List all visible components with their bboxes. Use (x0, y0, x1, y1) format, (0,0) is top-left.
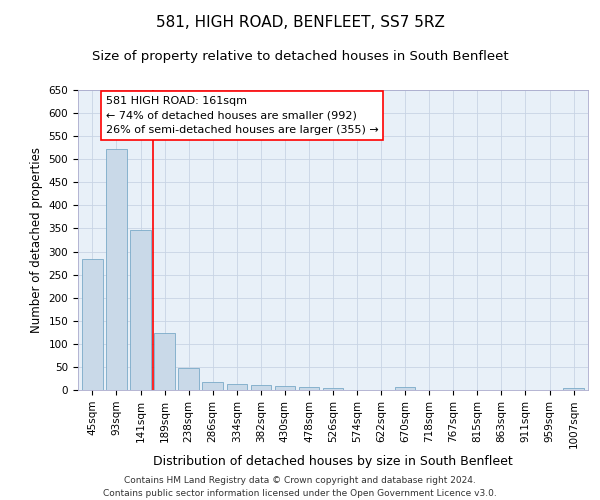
Text: 581 HIGH ROAD: 161sqm
← 74% of detached houses are smaller (992)
26% of semi-det: 581 HIGH ROAD: 161sqm ← 74% of detached … (106, 96, 379, 135)
Bar (323, 388, 343, 390)
Bar (178, 368, 199, 390)
Text: Contains HM Land Registry data © Crown copyright and database right 2024.
Contai: Contains HM Land Registry data © Crown c… (103, 476, 497, 498)
Bar (106, 149, 127, 390)
Bar (251, 386, 271, 390)
Bar (202, 382, 223, 390)
X-axis label: Distribution of detached houses by size in South Benfleet: Distribution of detached houses by size … (153, 455, 513, 468)
Bar (275, 386, 295, 390)
Bar (82, 260, 103, 390)
Text: Size of property relative to detached houses in South Benfleet: Size of property relative to detached ho… (92, 50, 508, 63)
Bar (154, 333, 175, 390)
Y-axis label: Number of detached properties: Number of detached properties (30, 147, 43, 333)
Text: 581, HIGH ROAD, BENFLEET, SS7 5RZ: 581, HIGH ROAD, BENFLEET, SS7 5RZ (155, 15, 445, 30)
Bar (299, 387, 319, 390)
Bar (395, 387, 415, 390)
Bar (227, 384, 247, 390)
Bar (563, 388, 584, 390)
Bar (130, 230, 151, 390)
